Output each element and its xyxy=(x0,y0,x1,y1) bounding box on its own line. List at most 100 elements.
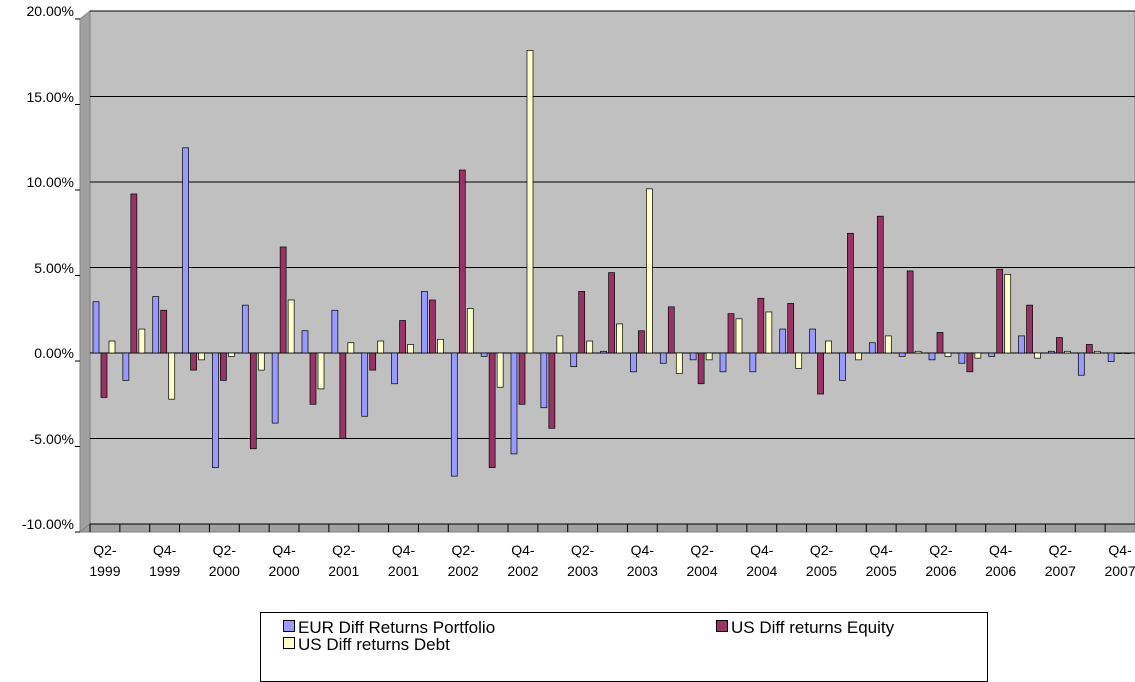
bar xyxy=(548,352,556,429)
bar xyxy=(450,352,458,477)
bar xyxy=(510,352,518,455)
x-tick-label: Q2-2007 xyxy=(1044,542,1076,579)
x-tick-label: Q4-1999 xyxy=(149,542,181,579)
bar xyxy=(421,291,428,354)
legend-entry: EUR Diff Returns Portfolio xyxy=(283,619,495,636)
x-tick-label: Q2-2004 xyxy=(686,542,718,579)
bar xyxy=(958,352,966,364)
x-tick-label: Q4-2003 xyxy=(626,542,658,579)
bar xyxy=(496,352,504,388)
bar xyxy=(168,352,176,400)
bar xyxy=(1034,352,1041,359)
legend-label: EUR Diff Returns Portfolio xyxy=(298,618,496,637)
bar xyxy=(898,352,906,357)
bar xyxy=(779,328,787,354)
bar xyxy=(369,352,377,371)
bar xyxy=(757,297,765,354)
bar xyxy=(407,344,414,354)
bar xyxy=(130,193,138,354)
bar xyxy=(996,268,1004,354)
bar xyxy=(1107,352,1115,362)
x-tick-label: Q2-2003 xyxy=(567,542,599,579)
bar xyxy=(600,350,607,354)
x-tick-label: Q4-2006 xyxy=(985,542,1017,579)
bar xyxy=(488,352,496,468)
y-tick-label: 0.00% xyxy=(34,345,74,361)
bar xyxy=(331,309,339,354)
bar xyxy=(855,352,862,361)
bar xyxy=(936,332,944,354)
bar xyxy=(884,335,892,354)
legend-swatch xyxy=(283,637,295,649)
bar xyxy=(480,352,488,357)
bar xyxy=(540,352,548,409)
bar xyxy=(578,291,586,354)
legend-label: US Diff returns Equity xyxy=(731,618,895,637)
bar xyxy=(1064,350,1071,354)
bar xyxy=(570,352,578,368)
bar xyxy=(659,352,667,364)
bar xyxy=(988,352,996,357)
bar xyxy=(616,323,623,354)
bar xyxy=(608,272,615,354)
bar xyxy=(906,270,914,354)
bar xyxy=(279,246,287,354)
x-tick-label: Q2-2001 xyxy=(328,542,360,579)
bar xyxy=(928,352,936,361)
bar xyxy=(1085,344,1093,354)
bar xyxy=(138,328,146,354)
bar xyxy=(809,328,816,354)
bar xyxy=(825,340,832,354)
bar xyxy=(749,352,757,373)
y-tick-label: 10.00% xyxy=(26,174,74,190)
bar xyxy=(1018,335,1025,354)
floor xyxy=(78,523,1135,533)
bar xyxy=(160,309,168,354)
bar xyxy=(271,352,279,424)
x-tick-label: Q2-2006 xyxy=(925,542,957,579)
bar xyxy=(719,352,727,373)
bar xyxy=(1093,350,1101,354)
bar xyxy=(1056,337,1063,354)
bar xyxy=(675,352,683,374)
bar xyxy=(249,352,257,450)
bar xyxy=(944,352,952,357)
x-tick-label: Q4-2001 xyxy=(387,542,420,579)
x-tick-label: Q2-2000 xyxy=(208,542,240,579)
bar xyxy=(429,299,436,354)
x-tick-label: Q2-1999 xyxy=(89,542,121,579)
bar xyxy=(787,303,795,354)
bar xyxy=(1004,273,1012,354)
bar xyxy=(182,147,189,354)
bar xyxy=(437,338,444,354)
bar xyxy=(391,352,398,385)
bar xyxy=(220,352,227,381)
legend: EUR Diff Returns Portfolio US Diff return… xyxy=(260,612,988,682)
bar xyxy=(361,352,369,417)
bar xyxy=(152,296,160,354)
bar xyxy=(847,232,854,354)
bar xyxy=(817,352,824,395)
bar xyxy=(556,335,564,354)
x-tick-label: Q4-2004 xyxy=(746,542,778,579)
bar xyxy=(526,49,534,354)
bar xyxy=(287,299,295,354)
bar xyxy=(122,352,130,381)
legend-entry: US Diff returns Equity xyxy=(716,619,894,636)
bar xyxy=(727,313,735,354)
legend-swatch xyxy=(716,620,728,632)
bar xyxy=(638,330,645,354)
bar xyxy=(966,352,974,373)
bar xyxy=(108,340,116,354)
side-wall xyxy=(79,9,91,534)
y-tick-label: -10.00% xyxy=(21,516,74,532)
bar xyxy=(309,352,317,405)
bar xyxy=(735,318,743,354)
bar xyxy=(1026,304,1033,354)
bar xyxy=(765,311,773,354)
x-tick-label: Q2-2005 xyxy=(805,542,838,579)
y-tick-label: 15.00% xyxy=(26,88,74,105)
y-tick-label: -5.00% xyxy=(29,430,74,447)
